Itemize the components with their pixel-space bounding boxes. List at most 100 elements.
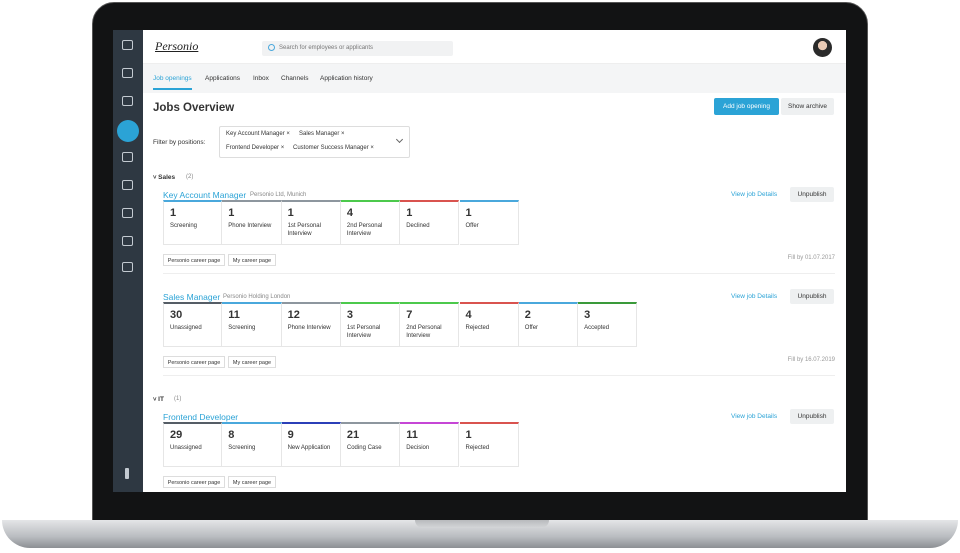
- stage-box[interactable]: 1 Declined: [400, 200, 460, 245]
- stage-count: 3: [584, 309, 591, 321]
- tab[interactable]: Job openings: [153, 75, 192, 90]
- channel-tag[interactable]: Personio career page: [163, 254, 225, 266]
- group-name[interactable]: Sales: [153, 174, 175, 181]
- stage-box[interactable]: 1 Phone Interview: [222, 200, 282, 245]
- stage-box[interactable]: 30 Unassigned: [163, 302, 223, 347]
- stage-label: New Application: [287, 445, 331, 451]
- stage-label: 1st Personal Interview: [346, 325, 381, 339]
- stage-box[interactable]: 1 1st Personal Interview: [281, 200, 341, 245]
- sidebar-icon[interactable]: [122, 236, 133, 246]
- sidebar-icon[interactable]: [122, 68, 133, 78]
- stage-box[interactable]: 9 New Application: [281, 422, 341, 467]
- stage-box[interactable]: 11 Screening: [222, 302, 282, 347]
- unpublish-button[interactable]: Unpublish: [790, 187, 834, 202]
- stage-count: 1: [465, 207, 472, 219]
- stage-box[interactable]: 8 Screening: [222, 422, 282, 467]
- stage-label: Screening: [228, 445, 256, 451]
- stage-label: Unassigned: [170, 445, 202, 451]
- stage-box[interactable]: 11 Decision: [400, 422, 460, 467]
- sidebar-icon[interactable]: [122, 152, 133, 162]
- stage-label: 1st Personal Interview: [287, 223, 321, 237]
- stage-box[interactable]: 29 Unassigned: [163, 422, 223, 467]
- channel-tag[interactable]: My career page: [228, 356, 276, 368]
- stage-count: 30: [170, 309, 183, 321]
- stage-box[interactable]: 4 2nd Personal Interview: [340, 200, 401, 245]
- stage-label: Screening: [170, 223, 198, 229]
- sidebar-info[interactable]: [125, 468, 129, 479]
- stage-count: 29: [170, 429, 183, 441]
- stage-count: 21: [346, 429, 360, 441]
- sidebar-icon[interactable]: [122, 208, 133, 218]
- stage-box[interactable]: 1 Offer: [459, 200, 519, 245]
- stage-count: 1: [287, 207, 294, 219]
- stage-label: Phone Interview: [287, 325, 331, 331]
- avatar[interactable]: [813, 38, 832, 57]
- fill-by-date: Fill by 01.07.2017: [787, 255, 835, 261]
- stage-label: Decision: [406, 445, 430, 451]
- channel-tag[interactable]: Personio career page: [163, 476, 225, 488]
- unpublish-button[interactable]: Unpublish: [790, 409, 834, 424]
- stage-box[interactable]: 1 Screening: [163, 200, 223, 245]
- stage-box[interactable]: 21 Coding Case: [340, 422, 401, 467]
- divider: [163, 375, 835, 376]
- tab[interactable]: Application history: [320, 75, 373, 82]
- show-archive-button[interactable]: Show archive: [781, 98, 834, 115]
- group-name[interactable]: IT: [153, 396, 164, 403]
- channel-tag[interactable]: My career page: [228, 254, 276, 266]
- job-title[interactable]: Key Account Manager: [163, 190, 247, 200]
- tab[interactable]: Channels: [281, 75, 309, 82]
- unpublish-button[interactable]: Unpublish: [790, 289, 834, 304]
- sidebar-active[interactable]: [117, 120, 139, 142]
- job-details-link[interactable]: View job Details: [731, 293, 778, 300]
- stage-box[interactable]: 2 Offer: [518, 302, 579, 347]
- job-title[interactable]: Sales Manager: [163, 292, 221, 302]
- search-box[interactable]: Search for employees or applicants: [262, 41, 453, 56]
- search-placeholder: Search for employees or applicants: [279, 45, 374, 51]
- job-details-link[interactable]: View job Details: [731, 191, 778, 198]
- stage-box[interactable]: 12 Phone Interview: [281, 302, 341, 347]
- stage-label: Rejected: [465, 325, 490, 331]
- filter-box[interactable]: Key Account Manager Sales Manager Frontend…: [219, 126, 410, 158]
- stage-box[interactable]: 3 Accepted: [578, 302, 638, 347]
- job-details-link[interactable]: View job Details: [731, 413, 778, 420]
- filter-chip[interactable]: Frontend Developer: [226, 145, 284, 151]
- page-title: Jobs Overview: [153, 102, 235, 114]
- stage-count: 11: [406, 429, 418, 441]
- sidebar-icon[interactable]: [122, 96, 133, 106]
- channel-tag[interactable]: My career page: [228, 476, 276, 488]
- laptop-notch: [415, 520, 549, 528]
- stage-label: Rejected: [465, 445, 490, 451]
- stage-label: Offer: [465, 223, 479, 229]
- stage-label: 2nd Personal Interview: [346, 223, 383, 237]
- filter-dropdown: [395, 135, 404, 144]
- stage-box[interactable]: 7 2nd Personal Interview: [400, 302, 460, 347]
- stage-label: Phone Interview: [228, 223, 272, 229]
- sidebar-icon[interactable]: [122, 40, 133, 50]
- stage-count: 9: [287, 429, 294, 441]
- filter-chip[interactable]: Sales Manager: [299, 131, 345, 137]
- tab-bar: Job openings Applications Inbox Channels App…: [143, 64, 846, 93]
- stage-count: 3: [346, 309, 354, 321]
- sidebar-icon[interactable]: [122, 180, 133, 190]
- sidebar: [113, 30, 143, 492]
- job-company: Personio Holding London: [223, 294, 291, 300]
- stage-count: 8: [228, 429, 235, 441]
- stage-box[interactable]: 4 Rejected: [459, 302, 519, 347]
- add-job-button[interactable]: Add job opening: [714, 98, 779, 115]
- channel-tag[interactable]: Personio career page: [163, 356, 225, 368]
- stage-label: Coding Case: [346, 445, 382, 451]
- group-count: (1): [174, 396, 182, 402]
- filter-chip[interactable]: Customer Success Manager: [293, 145, 374, 151]
- filter-chip[interactable]: Key Account Manager: [226, 131, 290, 137]
- stage-box[interactable]: 1 Rejected: [459, 422, 519, 467]
- sidebar-icon[interactable]: [122, 262, 133, 272]
- tab[interactable]: Applications: [205, 75, 241, 82]
- logo[interactable]: Personio: [155, 39, 199, 53]
- stage-box[interactable]: 3 1st Personal Interview: [340, 302, 401, 347]
- job-title[interactable]: Frontend Developer: [163, 412, 239, 422]
- stage-label: Screening: [228, 325, 256, 331]
- tab[interactable]: Inbox: [253, 75, 269, 82]
- stage-count: 1: [406, 207, 413, 219]
- stage-count: 1: [228, 207, 235, 219]
